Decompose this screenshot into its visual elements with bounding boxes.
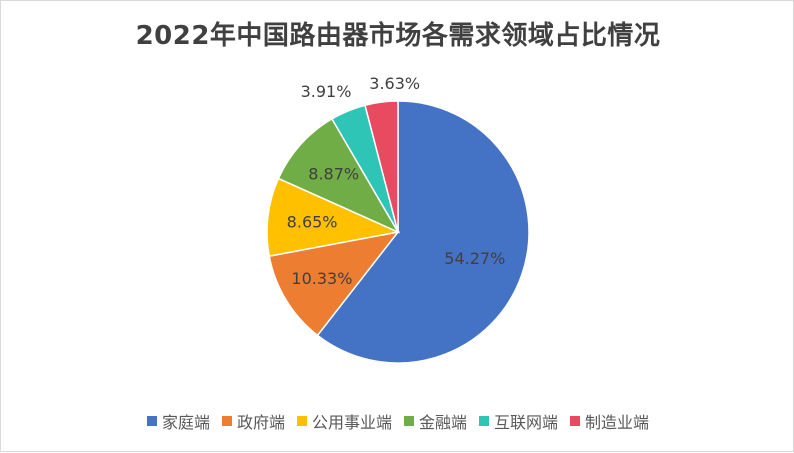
legend-swatch-1 <box>146 416 157 426</box>
pie-slice-6 <box>364 100 399 233</box>
pie-slice-2 <box>268 230 400 337</box>
chart-legend: 家庭端 政府端 公用事业端 金融端 互联网端 制造业端 <box>1 409 794 433</box>
legend-label-1: 家庭端 <box>161 413 210 432</box>
chart-title: 2022年中国路由器市场各需求领域占比情况 <box>135 21 661 51</box>
pie-slice-1 <box>316 100 530 364</box>
legend-swatch-2 <box>221 416 232 426</box>
legend-swatch-4 <box>404 416 414 426</box>
data-label-1: 54.27% <box>444 249 505 268</box>
legend-item-3: 公用事业端 <box>296 409 392 433</box>
data-label-6: 3.63% <box>369 74 420 93</box>
legend-item-5: 互联网端 <box>479 409 558 433</box>
legend-label-4: 金融端 <box>419 413 468 432</box>
legend-label-3: 公用事业端 <box>311 413 392 432</box>
legend-label-6: 制造业端 <box>585 413 650 432</box>
legend-label-2: 政府端 <box>236 413 285 432</box>
pie-labels: 54.27% 10.33% 8.65% 8.87% 3.91% 3.63% <box>287 74 506 288</box>
pie-slices <box>266 100 530 364</box>
legend-item-2: 政府端 <box>221 409 285 433</box>
legend-item-4: 金融端 <box>404 409 467 433</box>
data-label-2: 10.33% <box>291 269 352 288</box>
legend-item-1: 家庭端 <box>146 409 210 433</box>
data-label-4: 8.87% <box>308 165 359 184</box>
data-label-3: 8.65% <box>287 212 338 231</box>
data-label-5: 3.91% <box>301 82 352 101</box>
legend-label-5: 互联网端 <box>494 413 559 432</box>
legend-swatch-5 <box>479 416 490 426</box>
legend-item-6: 制造业端 <box>570 409 649 433</box>
pie-slice-4 <box>277 117 400 234</box>
legend-swatch-6 <box>570 416 581 426</box>
pie-slice-3 <box>266 177 401 258</box>
legend-swatch-3 <box>296 416 307 426</box>
